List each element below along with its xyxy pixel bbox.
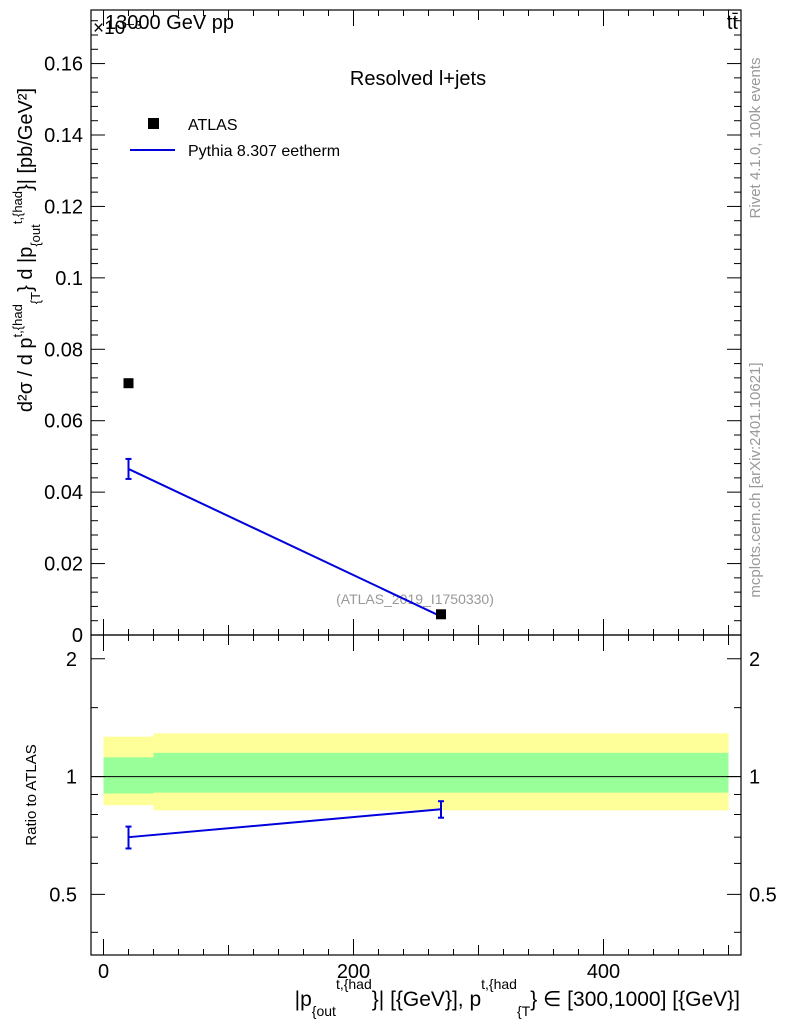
ylabel-suffix: }| [pb/GeV²]	[15, 88, 37, 191]
xlabel-b: }| [{GeV}], p	[372, 988, 481, 1011]
ratio-bands	[103, 733, 729, 811]
ylabel-prefix: d²σ / d p	[15, 337, 37, 412]
ratio-series	[125, 800, 444, 850]
atlas-data-point	[436, 609, 446, 620]
main-plot-frame	[90, 9, 742, 636]
ylabel-out-sup: t,{had	[10, 191, 25, 224]
exponent-label: ×10⁻³	[93, 18, 142, 39]
main-x-ticks	[103, 10, 729, 635]
ratio-y-tick-label-right: 2	[749, 649, 760, 671]
legend-atlas-marker	[148, 118, 159, 129]
main-y-tick-label: 0.14	[44, 125, 83, 147]
ratio-uncertainty-band-inner	[103, 757, 154, 794]
xlabel-a-sub: {out	[312, 1003, 336, 1019]
main-y-ticks: 0 0.02 0.04 0.06 0.08 0.1 0.12 0.14 0.16	[44, 20, 741, 647]
ratio-panel: Ratio to ATLAS 0.5 0.5 1 1 2 2 0 200 400 |p{out…	[23, 634, 777, 1019]
main-y-tick-label: 0.12	[44, 196, 83, 218]
ratio-pythia-line	[128, 808, 442, 839]
ylabel-out-sub: {out	[28, 224, 43, 247]
ratio-y-tick-label-right: 0.5	[749, 884, 777, 906]
ratio-x-ticks: 0 200 400	[98, 635, 729, 983]
main-y-tick-label: 0.04	[44, 482, 83, 504]
main-y-axis-label: d²σ / d pt,{had{T} d |p{outt,{had}| [pb/…	[10, 88, 43, 412]
ylabel-t-sub: {T	[28, 292, 43, 304]
main-y-tick-label: 0	[72, 625, 83, 647]
ratio-y-axis-label: Ratio to ATLAS	[23, 744, 40, 845]
xlabel-b-sub: {T	[517, 1003, 531, 1019]
legend-pythia-label: Pythia 8.307 eetherm	[188, 143, 340, 160]
ratio-y-ticks: 0.5 0.5 1 1 2 2	[49, 649, 777, 933]
main-y-tick-label: 0.06	[44, 411, 83, 433]
ylabel-t-sup: t,{had	[10, 304, 25, 337]
ratio-y-tick-label-right: 1	[749, 767, 760, 789]
main-y-tick-label: 0.1	[55, 268, 83, 290]
main-y-tick-label: 0.08	[44, 339, 83, 361]
atlas-data-point	[123, 378, 134, 389]
xlabel-b-sup: t,{had	[481, 976, 517, 992]
legend-atlas-label: ATLAS	[188, 117, 238, 134]
ratio-x-tick-label: 0	[98, 961, 109, 983]
pythia-line	[128, 468, 442, 618]
rivet-label: Rivet 4.1.0, 100k events	[747, 58, 764, 219]
ratio-y-tick-label-left: 0.5	[49, 884, 77, 906]
source-label: mcplots.cern.ch [arXiv:2401.10621]	[747, 362, 764, 597]
main-y-tick-label: 0.16	[44, 54, 83, 76]
xlabel-a-sup: t,{had	[336, 976, 372, 992]
ylabel-mid: } d |p	[15, 247, 37, 292]
ratio-uncertainty-band-inner	[153, 752, 729, 793]
main-series	[123, 378, 446, 620]
analysis-id: (ATLAS_2019_I1750330)	[336, 591, 494, 607]
ratio-x-tick-label: 200	[337, 961, 370, 983]
process-label: tt̄	[727, 12, 739, 34]
main-y-tick-label: 0.02	[44, 554, 83, 576]
energy-label: 13000 GeV pp	[105, 12, 234, 34]
ratio-y-tick-label-left: 2	[66, 649, 77, 671]
ratio-x-tick-label: 400	[587, 961, 620, 983]
plot-title: Resolved l+jets	[350, 68, 486, 90]
main-panel: 13000 GeV pp ×10⁻³ tt̄ Resolved l+jets A…	[10, 9, 742, 647]
ratio-y-tick-label-left: 1	[66, 767, 77, 789]
ratio-plot-frame	[90, 634, 742, 956]
xlabel-a: |p	[295, 988, 312, 1011]
xlabel-c: } ∈ [300,1000] [{GeV}]	[530, 988, 740, 1011]
legend: ATLAS Pythia 8.307 eetherm	[130, 117, 340, 160]
x-axis-label: |p{outt,{had}| [{GeV}], pt,{had{T} ∈ [30…	[295, 976, 740, 1019]
